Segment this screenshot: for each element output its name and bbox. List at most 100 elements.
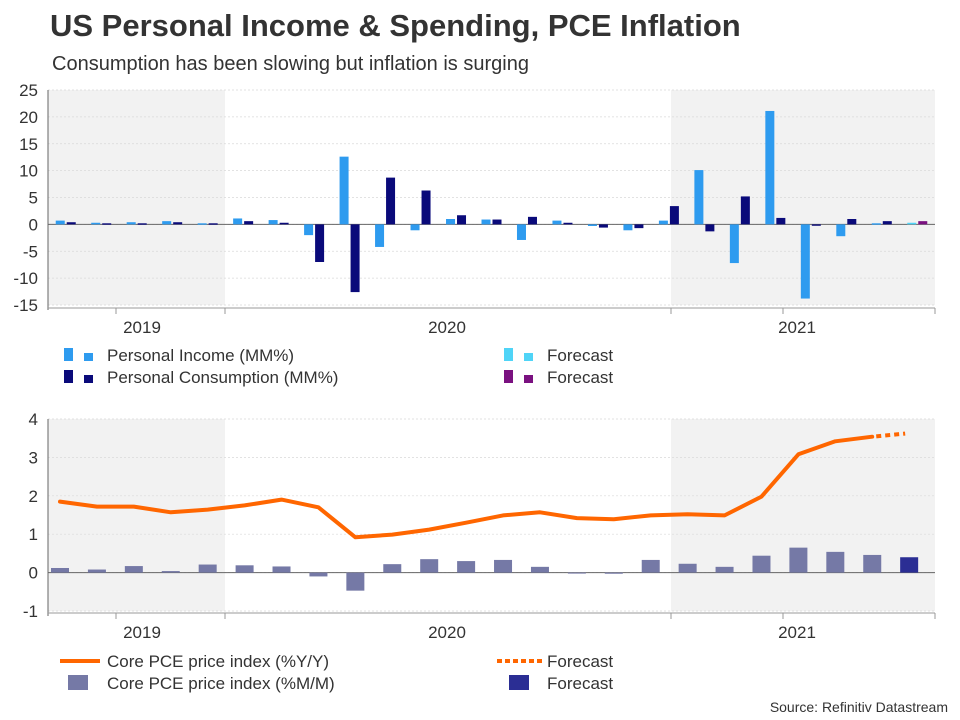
top-y-tick-label: -5	[23, 242, 38, 261]
consumption-bar	[598, 224, 608, 228]
legend-label-core-yoy: Core PCE price index (%Y/Y)	[107, 652, 329, 671]
top-year-label: 2020	[428, 318, 466, 337]
bottom-y-tick-label: 0	[29, 564, 38, 583]
consumption-bar	[137, 223, 147, 225]
income-bar	[268, 220, 278, 225]
top-y-tick-label: 25	[19, 81, 38, 100]
legend-swatch-core-mm-forecast	[509, 675, 529, 690]
core-mm-bar	[309, 572, 328, 577]
chart-subtitle: Consumption has been slowing but inflati…	[52, 53, 529, 75]
consumption-bar	[776, 217, 786, 225]
core-mm-bar	[604, 572, 623, 574]
income-bar	[552, 220, 562, 225]
core-yoy-forecast-line	[876, 431, 906, 439]
bottom-year-label: 2019	[123, 623, 161, 642]
income-bar	[836, 224, 846, 237]
chart-title: US Personal Income & Spending, PCE Infla…	[50, 8, 741, 43]
core-mm-bar	[457, 561, 476, 573]
bottom-year-label: 2021	[778, 623, 816, 642]
shaded-region-2019	[48, 419, 225, 611]
legend-swatch-income-forecast	[504, 348, 513, 361]
income-bar	[91, 222, 101, 225]
consumption-bar	[563, 222, 573, 225]
income-bar	[516, 224, 526, 240]
consumption-bar	[882, 221, 892, 225]
consumption-bar	[386, 177, 396, 225]
legend-swatch-consumption-forecast	[524, 375, 533, 383]
core-mm-bar	[789, 547, 808, 573]
top-y-tick-label: -10	[13, 269, 38, 288]
income-bar	[658, 220, 668, 225]
core-mm-bar	[198, 564, 217, 573]
bottom-year-label: 2020	[428, 623, 466, 642]
income-bar	[446, 219, 456, 225]
top-y-tick-label: 5	[29, 189, 38, 208]
income-bar	[481, 219, 491, 225]
legend-label-core-yoy-forecast: Forecast	[547, 652, 613, 671]
legend-label-consumption: Personal Consumption (MM%)	[107, 368, 338, 387]
core-mm-bar	[567, 572, 586, 574]
income-bar	[162, 221, 172, 225]
legend-swatch-core-mm	[68, 675, 88, 690]
income-bar	[765, 110, 775, 225]
consumption-bar	[66, 222, 76, 225]
consumption-bar	[847, 219, 857, 225]
legend-swatch-income-forecast	[524, 353, 533, 361]
income-bar	[55, 220, 65, 225]
consumption-bar	[705, 224, 715, 232]
consumption-bar	[244, 221, 254, 225]
top-y-tick-label: -15	[13, 296, 38, 315]
bottom-y-tick-label: 2	[29, 487, 38, 506]
income-bar	[304, 224, 314, 236]
consumption-bar	[173, 222, 183, 225]
consumption-forecast-bar	[918, 221, 928, 225]
legend-swatch-consumption	[64, 370, 73, 383]
income-bar	[800, 224, 810, 299]
consumption-bar	[740, 196, 750, 225]
consumption-bar	[208, 223, 218, 225]
core-mm-bar	[235, 565, 254, 573]
income-bar	[694, 170, 704, 225]
legend-label-income: Personal Income (MM%)	[107, 346, 294, 365]
core-mm-bar	[124, 566, 143, 573]
top-y-tick-label: 0	[29, 215, 38, 234]
top-year-label: 2019	[123, 318, 161, 337]
core-mm-bar	[530, 566, 549, 573]
core-mm-bar	[715, 566, 734, 573]
legend-label-income-forecast: Forecast	[547, 346, 613, 365]
core-mm-bar	[272, 566, 291, 573]
income-bar	[197, 223, 207, 225]
consumption-bar	[457, 215, 467, 225]
income-bar	[233, 218, 243, 225]
income-bar	[871, 223, 881, 225]
consumption-bar	[102, 223, 112, 225]
core-mm-bar	[51, 567, 69, 573]
core-mm-bar	[161, 571, 180, 573]
core-mm-bar	[826, 551, 845, 573]
bottom-y-tick-label: -1	[23, 602, 38, 621]
income-bar	[623, 224, 633, 231]
bottom-y-tick-label: 4	[29, 410, 38, 429]
consumption-bar	[350, 224, 360, 293]
income-bar	[339, 156, 349, 225]
core-mm-bar	[494, 559, 513, 573]
top-y-tick-label: 20	[19, 108, 38, 127]
bottom-y-tick-label: 3	[29, 448, 38, 467]
consumption-bar	[669, 206, 679, 225]
legend-swatch-consumption-forecast	[504, 370, 513, 383]
core-mm-bar	[383, 564, 402, 573]
top-year-label: 2021	[778, 318, 816, 337]
core-mm-bar	[420, 559, 439, 573]
consumption-bar	[315, 224, 325, 262]
core-mm-bar	[678, 563, 697, 573]
consumption-bar	[279, 222, 289, 225]
consumption-bar	[811, 224, 821, 226]
income-bar	[126, 222, 136, 225]
core-mm-bar	[87, 569, 106, 573]
legend-label-core-mm-forecast: Forecast	[547, 674, 613, 693]
top-y-tick-label: 10	[19, 162, 38, 181]
legend-swatch-income	[84, 353, 93, 361]
source-note: Source: Refinitiv Datastream	[769, 699, 948, 715]
